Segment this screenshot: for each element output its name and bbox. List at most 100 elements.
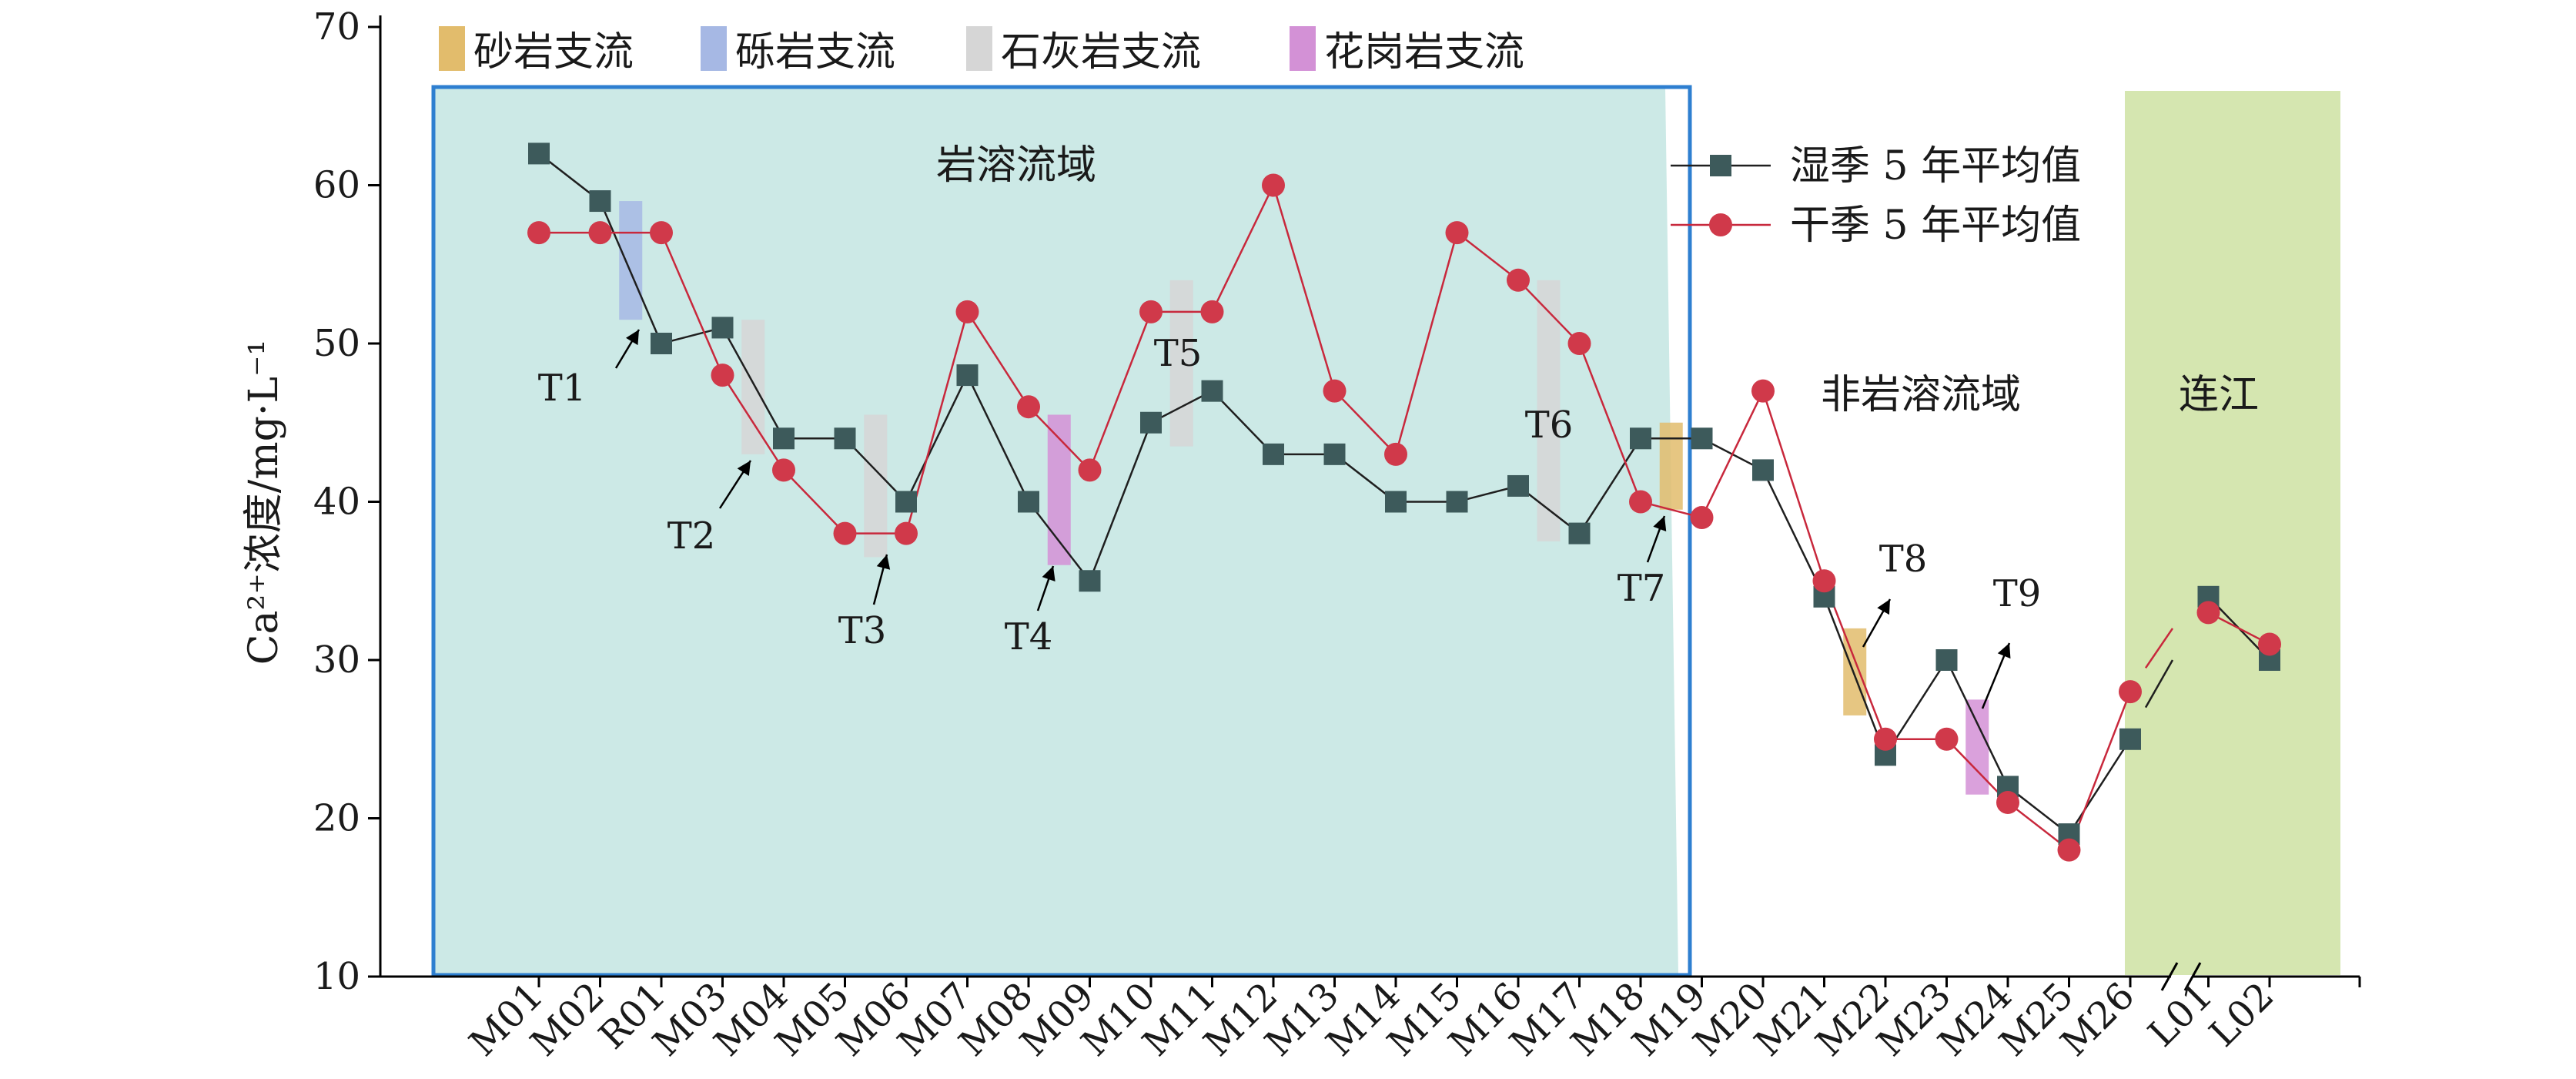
data-point-dry-l01: [2196, 601, 2220, 625]
legend-swatch-2: [966, 26, 992, 71]
data-point-dry-m09: [1078, 458, 1102, 482]
data-point-dry-m26: [2119, 680, 2142, 704]
series-legend-label-0: 湿季 5 年平均值: [1790, 143, 2081, 189]
data-point-dry-m08: [1017, 395, 1040, 419]
data-point-dry-m15: [1445, 221, 1469, 245]
tributary-label-t7: T7: [1618, 567, 1666, 610]
y-tick-label: 30: [313, 638, 360, 682]
break-connector-wet: [2144, 659, 2174, 709]
data-point-wet-m01: [528, 142, 550, 165]
region-label-non-karst: 非岩溶流域: [1821, 372, 2021, 418]
data-point-dry-m16: [1507, 268, 1530, 292]
data-point-wet-m19: [1691, 427, 1713, 450]
data-point-dry-m20: [1751, 379, 1775, 403]
data-point-wet-m04: [773, 427, 795, 450]
data-point-dry-m05: [833, 521, 857, 545]
tributary-bar-t1: [619, 201, 643, 320]
tributary-bars: [619, 201, 1989, 795]
tributary-label-t2: T2: [667, 514, 716, 558]
tributary-bar-t5: [1169, 280, 1193, 447]
tributary-arrowhead-t9: [1997, 643, 2011, 659]
y-tick-label: 60: [313, 164, 360, 207]
data-point-dry-m18: [1629, 490, 1652, 514]
tributary-bar-t6: [1537, 280, 1561, 541]
data-point-dry-m01: [527, 221, 550, 245]
karst-basin-frame: [431, 85, 1692, 977]
data-point-wet-m07: [956, 364, 979, 387]
data-point-dry-r01: [650, 221, 673, 245]
data-point-dry-m25: [2057, 838, 2081, 862]
series-legend-label-1: 干季 5 年平均值: [1790, 203, 2081, 249]
data-point-dry-m10: [1139, 300, 1163, 323]
data-point-dry-m13: [1323, 379, 1347, 403]
data-point-wet-m10: [1140, 411, 1162, 434]
data-point-dry-m22: [1874, 727, 1897, 751]
legend-swatch-0: [439, 26, 465, 71]
tributary-bar-t2: [741, 320, 765, 454]
data-point-wet-m08: [1018, 491, 1039, 513]
data-point-wet-m15: [1446, 491, 1468, 513]
tributary-bar-t7: [1659, 422, 1683, 510]
data-point-dry-m14: [1384, 442, 1407, 466]
data-point-wet-m17: [1568, 522, 1591, 545]
y-tick-label: 20: [313, 797, 360, 840]
data-point-wet-m06: [895, 491, 917, 513]
data-point-dry-m11: [1200, 300, 1224, 323]
tributary-bar-t3: [864, 414, 888, 558]
data-point-wet-m03: [711, 317, 734, 339]
data-point-wet-m09: [1079, 570, 1101, 592]
tributary-label-t6: T6: [1525, 404, 1574, 447]
data-point-wet-m02: [589, 190, 611, 213]
data-point-wet-m26: [2119, 728, 2141, 750]
tributary-label-t1: T1: [538, 367, 587, 410]
data-point-wet-m11: [1201, 380, 1223, 402]
data-point-wet-m20: [1752, 459, 1774, 481]
data-point-dry-m21: [1812, 569, 1836, 593]
tributary-arrowhead-t3: [876, 555, 891, 570]
data-point-dry-m02: [588, 221, 612, 245]
data-point-wet-m16: [1507, 474, 1529, 497]
data-point-dry-m06: [895, 521, 918, 545]
tributary-label-t8: T8: [1879, 538, 1928, 581]
legend-swatch-3: [1290, 26, 1316, 71]
region-label-lianjiang: 连江: [2179, 372, 2259, 418]
axes: 10203040506070M01M02R01M03M04M05M06M07M0…: [241, 5, 2361, 1064]
y-tick-label: 10: [313, 955, 360, 998]
legend-label-0: 砂岩支流: [473, 29, 634, 75]
data-point-dry-m03: [711, 364, 734, 387]
tributary-arrowhead-t8: [1877, 599, 1890, 615]
tributary-bar-t8: [1843, 628, 1867, 715]
axis-break-mark-2: [2183, 962, 2202, 991]
tributary-label-t9: T9: [1993, 572, 2042, 615]
data-point-dry-m17: [1567, 332, 1591, 355]
series-legend-marker-0: [1710, 155, 1731, 176]
series-legend-marker-1: [1709, 213, 1732, 236]
tributary-arrowhead-t2: [737, 461, 751, 477]
data-point-dry-m19: [1690, 506, 1714, 530]
break-connector-dry: [2144, 628, 2174, 669]
y-axis-label: Ca²⁺浓度/mg·L⁻¹: [241, 340, 287, 665]
legend-label-3: 花岗岩支流: [1324, 29, 1524, 75]
y-tick-label: 40: [313, 481, 360, 524]
tributary-label-t5: T5: [1154, 332, 1203, 375]
tributary-label-t4: T4: [1005, 615, 1053, 658]
data-point-dry-m24: [1996, 790, 2019, 814]
data-point-wet-m23: [1935, 649, 1958, 671]
data-point-wet-m05: [834, 427, 856, 450]
data-point-dry-m12: [1262, 173, 1285, 197]
data-point-dry-m23: [1935, 727, 1959, 751]
data-point-dry-m04: [772, 458, 795, 482]
y-tick-label: 50: [313, 322, 360, 365]
data-point-dry-l02: [2258, 632, 2281, 656]
legend-label-2: 石灰岩支流: [1001, 29, 1201, 75]
data-point-wet-m12: [1263, 443, 1284, 465]
data-point-wet-m13: [1323, 443, 1346, 465]
data-point-wet-r01: [651, 333, 672, 354]
tributary-arrowhead-t7: [1653, 516, 1667, 531]
data-point-wet-m18: [1630, 427, 1651, 450]
legend-swatch-1: [701, 26, 727, 71]
data-point-wet-m14: [1385, 491, 1407, 513]
